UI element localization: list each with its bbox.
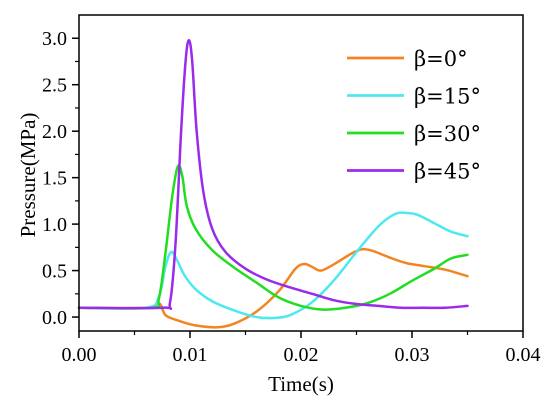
series-curves <box>77 38 469 329</box>
legend-label: β=0° <box>414 47 468 71</box>
y-tick-label: 3.0 <box>42 28 67 50</box>
y-tick-label: 2.5 <box>42 75 67 97</box>
legend: β=0° β=15° β=30° β=45° <box>347 47 481 184</box>
legend-label: β=15° <box>414 85 481 109</box>
series-line-4 <box>77 38 469 310</box>
legend-label: β=30° <box>414 122 481 146</box>
x-tick-label: 0.02 <box>284 344 319 366</box>
y-tick-label: 1.0 <box>42 214 67 236</box>
y-tick-label: 1.5 <box>42 168 67 190</box>
y-axis-title: Pressure(MPa) <box>16 113 40 238</box>
x-axis-title: Time(s) <box>268 372 334 396</box>
y-tick-label: 0.5 <box>42 261 67 283</box>
y-axis: 0.0 0.5 1.0 1.5 2.0 2.5 3.0 <box>42 28 79 329</box>
x-tick-label: 0.04 <box>506 344 541 366</box>
series-line-3 <box>77 164 469 311</box>
x-axis: 0.00 0.01 0.02 0.03 0.04 <box>62 331 541 366</box>
series-line-2 <box>77 211 469 320</box>
legend-label: β=45° <box>414 160 481 184</box>
x-tick-label: 0.03 <box>395 344 430 366</box>
y-tick-label: 2.0 <box>42 121 67 143</box>
series-line-1 <box>77 247 469 329</box>
x-tick-label: 0.00 <box>62 344 97 366</box>
x-tick-label: 0.01 <box>173 344 208 366</box>
y-tick-label: 0.0 <box>42 307 67 329</box>
